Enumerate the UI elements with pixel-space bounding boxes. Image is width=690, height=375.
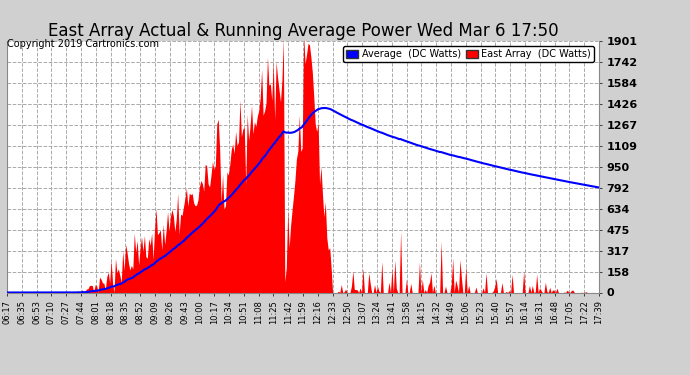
Legend: Average  (DC Watts), East Array  (DC Watts): Average (DC Watts), East Array (DC Watts… xyxy=(344,46,594,62)
Title: East Array Actual & Running Average Power Wed Mar 6 17:50: East Array Actual & Running Average Powe… xyxy=(48,22,558,40)
Text: Copyright 2019 Cartronics.com: Copyright 2019 Cartronics.com xyxy=(7,39,159,50)
